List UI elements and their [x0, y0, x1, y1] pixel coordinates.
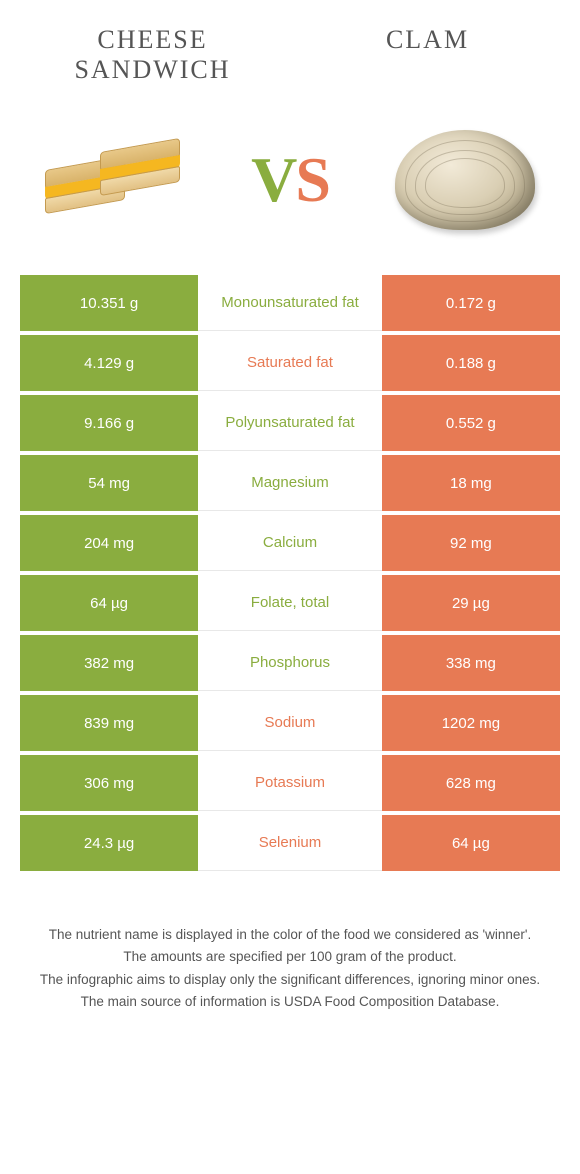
images-row: VS: [0, 95, 580, 275]
right-value-cell: 18 mg: [382, 455, 560, 511]
table-row: 64 µgFolate, total29 µg: [20, 575, 560, 631]
nutrient-label-cell: Sodium: [198, 695, 382, 751]
table-row: 24.3 µgSelenium64 µg: [20, 815, 560, 871]
left-value-cell: 839 mg: [20, 695, 198, 751]
nutrient-label-cell: Selenium: [198, 815, 382, 871]
right-value-cell: 29 µg: [382, 575, 560, 631]
table-row: 54 mgMagnesium18 mg: [20, 455, 560, 511]
nutrient-label-cell: Monounsaturated fat: [198, 275, 382, 331]
left-value-cell: 9.166 g: [20, 395, 198, 451]
left-value-cell: 4.129 g: [20, 335, 198, 391]
table-row: 9.166 gPolyunsaturated fat0.552 g: [20, 395, 560, 451]
left-value-cell: 64 µg: [20, 575, 198, 631]
left-value-cell: 24.3 µg: [20, 815, 198, 871]
footer-line: The amounts are specified per 100 gram o…: [20, 947, 560, 967]
table-row: 4.129 gSaturated fat0.188 g: [20, 335, 560, 391]
left-food-title: Cheese sandwich: [40, 25, 265, 85]
right-value-cell: 64 µg: [382, 815, 560, 871]
left-value-cell: 204 mg: [20, 515, 198, 571]
nutrient-label-cell: Folate, total: [198, 575, 382, 631]
vs-v-letter: V: [251, 144, 295, 215]
nutrient-table: 10.351 gMonounsaturated fat0.172 g4.129 …: [20, 275, 560, 871]
table-row: 10.351 gMonounsaturated fat0.172 g: [20, 275, 560, 331]
header: Cheese sandwich Clam: [0, 0, 580, 95]
nutrient-label-cell: Magnesium: [198, 455, 382, 511]
right-value-cell: 628 mg: [382, 755, 560, 811]
right-value-cell: 338 mg: [382, 635, 560, 691]
right-value-cell: 0.552 g: [382, 395, 560, 451]
left-value-cell: 382 mg: [20, 635, 198, 691]
footer-line: The nutrient name is displayed in the co…: [20, 925, 560, 945]
vs-s-letter: S: [295, 144, 329, 215]
nutrient-label-cell: Phosphorus: [198, 635, 382, 691]
table-row: 204 mgCalcium92 mg: [20, 515, 560, 571]
right-value-cell: 1202 mg: [382, 695, 560, 751]
table-row: 839 mgSodium1202 mg: [20, 695, 560, 751]
left-value-cell: 306 mg: [20, 755, 198, 811]
right-food-title: Clam: [315, 25, 540, 85]
footer-line: The infographic aims to display only the…: [20, 970, 560, 990]
nutrient-label-cell: Saturated fat: [198, 335, 382, 391]
table-row: 306 mgPotassium628 mg: [20, 755, 560, 811]
footer-notes: The nutrient name is displayed in the co…: [0, 875, 580, 1034]
clam-image: [385, 125, 545, 235]
left-value-cell: 54 mg: [20, 455, 198, 511]
sandwich-image: [35, 125, 195, 235]
nutrient-label-cell: Calcium: [198, 515, 382, 571]
right-value-cell: 0.172 g: [382, 275, 560, 331]
nutrient-label-cell: Potassium: [198, 755, 382, 811]
vs-label: VS: [251, 143, 329, 217]
footer-line: The main source of information is USDA F…: [20, 992, 560, 1012]
right-value-cell: 92 mg: [382, 515, 560, 571]
right-value-cell: 0.188 g: [382, 335, 560, 391]
table-row: 382 mgPhosphorus338 mg: [20, 635, 560, 691]
nutrient-label-cell: Polyunsaturated fat: [198, 395, 382, 451]
left-value-cell: 10.351 g: [20, 275, 198, 331]
